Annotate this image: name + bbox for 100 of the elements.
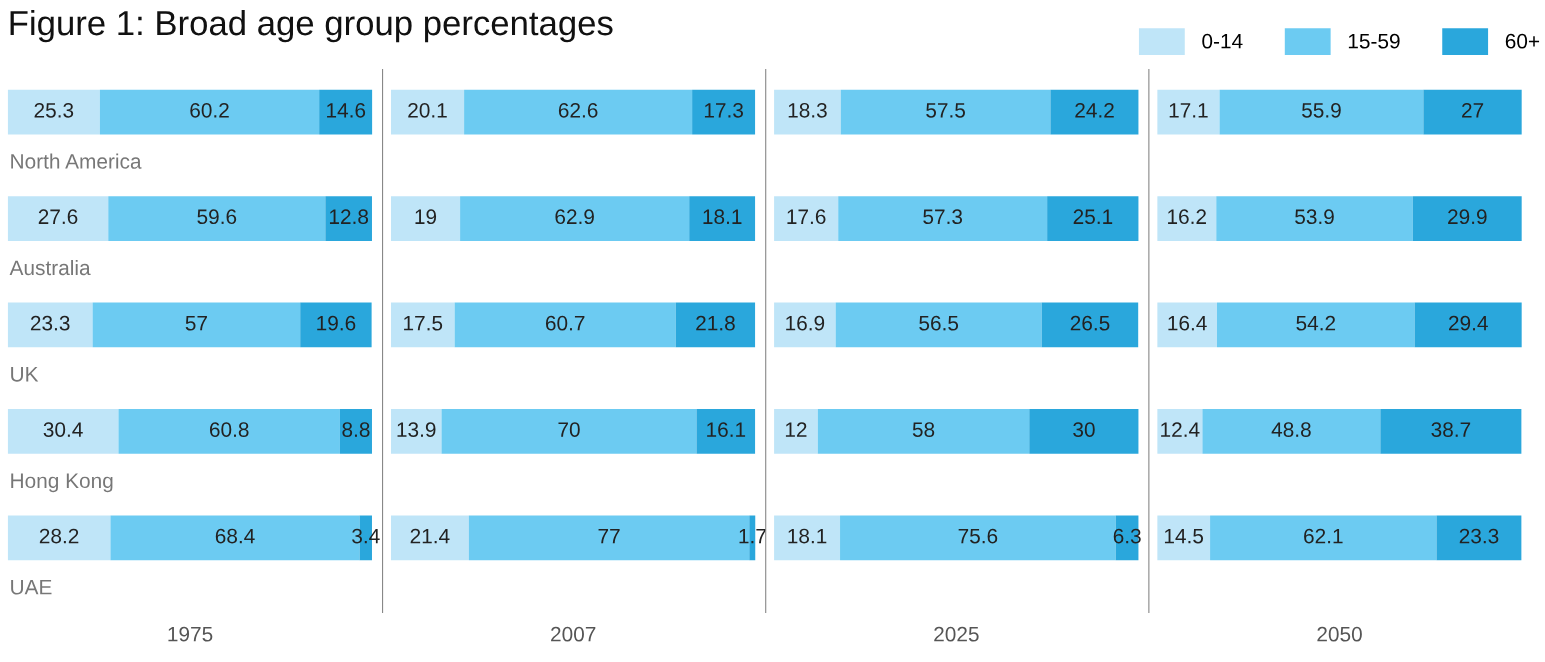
data-label: 14.6: [327, 102, 366, 118]
data-label: 16.1: [707, 422, 746, 437]
data-label: 54.2: [1296, 315, 1336, 331]
bar: [1380, 409, 1522, 454]
data-label: 60.2: [190, 102, 229, 118]
bar: [835, 302, 1042, 348]
data-label: 68.4: [215, 528, 255, 544]
bar: [390, 409, 442, 454]
data-label: 26.5: [1070, 315, 1110, 331]
bar: [1423, 89, 1522, 135]
x-axis-title: 2007: [551, 626, 596, 642]
bar: [1029, 409, 1139, 454]
data-label: 29.9: [1448, 209, 1487, 225]
category-label: Hong Kong: [11, 473, 113, 493]
data-label: 23.3: [30, 315, 70, 331]
category-label: North America: [11, 153, 142, 169]
bar: [840, 89, 1051, 135]
data-label: 55.9: [1302, 102, 1341, 118]
data-label: 25.1: [1073, 209, 1113, 225]
data-label: 53.9: [1295, 209, 1334, 225]
bar: [441, 409, 697, 454]
chart-title: Figure 1: Broad age group percentages: [10, 9, 613, 43]
data-label: 17.3: [704, 102, 743, 118]
data-label: 27: [1462, 102, 1484, 118]
data-label: 17.5: [404, 316, 443, 331]
bar: [1202, 409, 1381, 454]
data-label: 12.4: [1161, 422, 1200, 437]
data-label: 77: [598, 528, 620, 544]
bar: [1157, 302, 1217, 348]
data-label: 57: [185, 316, 207, 331]
legend-label: 15-59: [1348, 33, 1400, 49]
data-label: 23.3: [1459, 528, 1499, 544]
data-label: 70: [558, 422, 580, 437]
data-label: 59.6: [197, 209, 237, 225]
data-label: 17.6: [787, 209, 826, 225]
data-label: 8.8: [342, 422, 370, 437]
bar: [689, 196, 756, 241]
bar: [390, 302, 455, 348]
bar: [464, 89, 693, 135]
bar: [454, 302, 676, 348]
bar: [774, 515, 841, 561]
bar: [1050, 89, 1139, 135]
bar: [774, 196, 839, 241]
x-axis-title: 2050: [1317, 626, 1362, 642]
bar: [1436, 515, 1522, 561]
x-axis-title: 2025: [934, 626, 979, 642]
data-label: 16.2: [1168, 209, 1206, 225]
bar: [774, 409, 818, 454]
bar: [696, 409, 756, 454]
bar: [1157, 89, 1220, 135]
data-label: 12.8: [329, 209, 369, 225]
bar: [838, 196, 1048, 241]
data-label: 19.6: [317, 315, 356, 331]
data-label: 18.1: [788, 528, 827, 544]
data-label: 18.3: [788, 102, 827, 118]
data-label: 16.9: [786, 315, 825, 331]
bar: [1157, 515, 1211, 561]
legend-label: 60+: [1505, 33, 1540, 49]
bar: [1412, 196, 1522, 241]
data-label: 19: [415, 209, 437, 225]
data-label: 60.7: [545, 315, 585, 331]
bar: [1414, 302, 1522, 348]
legend-label: 0-14: [1202, 33, 1243, 49]
bar: [774, 89, 841, 135]
x-axis-title: 1975: [168, 626, 213, 642]
data-label: 28.2: [39, 528, 79, 544]
category-label: UK: [11, 367, 39, 382]
data-label: 25.3: [34, 102, 74, 118]
data-label: 56.5: [919, 315, 959, 331]
bar: [675, 302, 756, 348]
data-label: 16.4: [1168, 315, 1207, 331]
data-label: 13.9: [397, 422, 436, 437]
data-label: 21.8: [696, 315, 735, 331]
data-label: 60.8: [209, 422, 249, 437]
data-label: 14.5: [1164, 528, 1204, 544]
bar: [1157, 409, 1203, 454]
bar: [390, 196, 461, 241]
data-label: 20.1: [408, 102, 447, 118]
data-label: 57.3: [923, 209, 963, 225]
data-label: 17.1: [1169, 103, 1208, 118]
bar: [817, 409, 1030, 454]
bar: [1157, 196, 1217, 241]
category-label: Australia: [9, 259, 91, 276]
category-label: UAE: [11, 579, 52, 595]
data-label: 24.2: [1075, 102, 1114, 118]
bar: [1210, 515, 1437, 561]
bar: [1219, 89, 1424, 135]
bar: [390, 515, 469, 561]
data-label: 21.4: [410, 528, 450, 544]
data-label: 62.9: [555, 209, 594, 225]
bar: [692, 89, 756, 135]
bar: [460, 196, 690, 241]
data-label: 62.6: [558, 102, 598, 118]
bar: [390, 89, 465, 135]
bar: [1216, 196, 1413, 241]
data-label: 62.1: [1304, 528, 1343, 544]
data-label: 57.5: [926, 103, 965, 118]
data-label: 58: [912, 422, 935, 437]
data-label: 48.8: [1271, 422, 1311, 437]
data-label: 75.6: [958, 528, 998, 544]
